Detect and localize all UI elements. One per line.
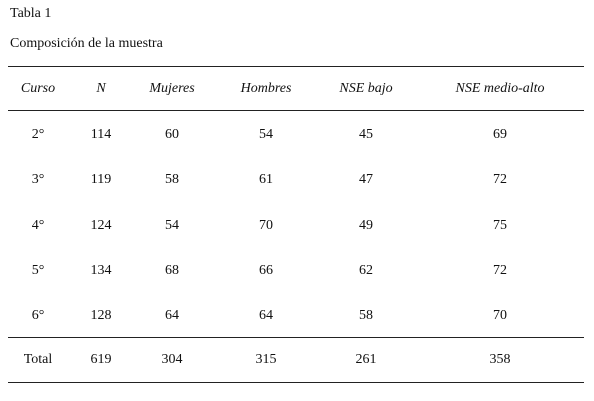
table-cell: 2°	[31, 127, 45, 142]
column-header: Hombres	[240, 81, 292, 96]
table-cell: 72	[493, 262, 507, 278]
total-cell: 315	[255, 352, 277, 367]
table-cell: 45	[359, 127, 373, 142]
table-cell: 68	[165, 262, 179, 278]
table-cell: 5°	[31, 262, 45, 278]
table-cell: 61	[259, 172, 273, 188]
table-cell: 128	[90, 308, 112, 324]
table-cell: 64	[259, 308, 273, 324]
table-cell: 70	[259, 217, 273, 233]
total-cell: 261	[355, 352, 377, 367]
table-cell: 124	[90, 217, 112, 233]
table-cell: 54	[165, 217, 179, 233]
table-cell: 114	[90, 127, 112, 142]
bottom-rule	[8, 382, 584, 383]
table-cell: 66	[259, 262, 273, 278]
column-header: NSE bajo	[339, 81, 393, 96]
table-cell: 119	[90, 172, 112, 188]
column-header: Mujeres	[149, 81, 195, 96]
total-cell: 619	[90, 352, 112, 367]
total-cell: 304	[161, 352, 183, 367]
table-cell: 62	[359, 262, 373, 278]
table-cell: 49	[359, 217, 373, 233]
table-cell: 58	[165, 172, 179, 188]
table-cell: 64	[165, 308, 179, 324]
column-header: N	[96, 81, 106, 96]
table-cell: 60	[165, 127, 179, 142]
total-rule	[8, 337, 584, 338]
header-rule	[8, 110, 584, 111]
column-header: NSE medio-alto	[455, 81, 545, 96]
column-header: Curso	[20, 81, 56, 96]
table-cell: 134	[90, 262, 112, 278]
table-cell: 4°	[31, 217, 45, 233]
table-cell: 75	[493, 217, 507, 233]
total-cell: Total	[23, 352, 53, 367]
table-cell: 69	[493, 127, 507, 142]
top-rule	[8, 66, 584, 67]
table-cell: 47	[359, 172, 373, 188]
total-cell: 358	[489, 352, 511, 367]
table-cell: 70	[493, 308, 507, 324]
table-cell: 6°	[31, 308, 45, 324]
table-cell: 72	[493, 172, 507, 188]
table-cell: 58	[359, 308, 373, 324]
table-cell: 3°	[31, 172, 45, 188]
table-number: Tabla 1	[10, 6, 52, 21]
table-cell: 54	[259, 127, 273, 142]
table-caption: Composición de la muestra	[10, 36, 163, 51]
